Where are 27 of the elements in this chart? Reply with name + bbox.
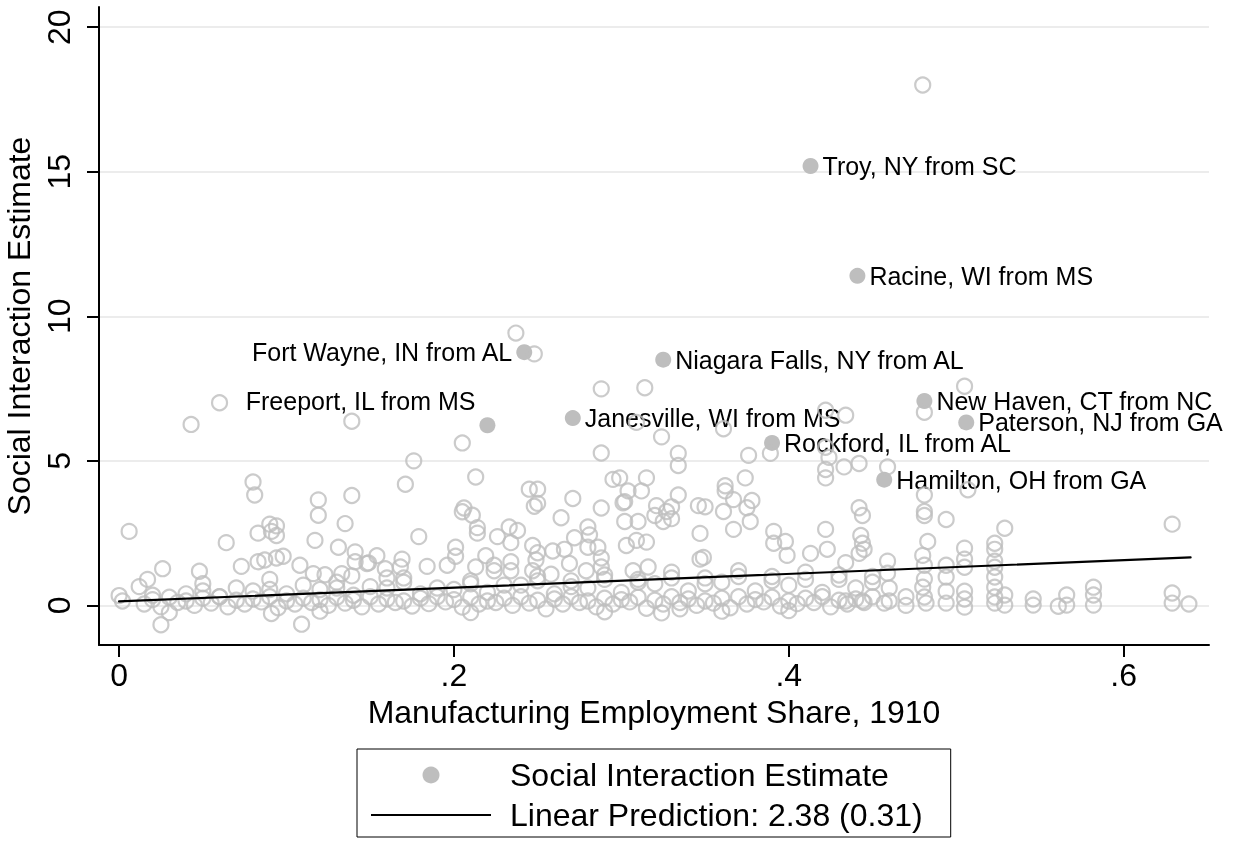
legend-label: Social Interaction Estimate <box>510 757 889 793</box>
point <box>849 267 866 284</box>
x-tick-label: .2 <box>440 657 468 693</box>
legend-label: Linear Prediction: 2.38 (0.31) <box>510 797 923 833</box>
point <box>958 414 975 431</box>
y-tick-label: 10 <box>41 298 77 335</box>
y-tick-label: 0 <box>41 596 77 615</box>
x-tick-label: .6 <box>1110 657 1137 693</box>
y-tick-label: 20 <box>41 9 77 46</box>
x-tick-label: .4 <box>775 657 803 693</box>
data-label: Niagara Falls, NY from AL <box>675 345 964 374</box>
y-tick-label: 15 <box>41 153 77 190</box>
data-label: Troy, NY from SC <box>822 151 1017 180</box>
data-label: Fort Wayne, IN from AL <box>251 338 513 367</box>
x-tick-label: 0 <box>110 657 128 693</box>
point <box>479 417 496 434</box>
data-label: Hamilton, OH from GA <box>896 465 1147 494</box>
data-label: Janesville, WI from MS <box>584 404 841 433</box>
y-tick-label: 5 <box>41 451 77 470</box>
x-axis-title: Manufacturing Employment Share, 1910 <box>367 693 941 730</box>
data-label: Freeport, IL from MS <box>245 387 476 416</box>
y-axis-title: Social Interaction Estimate <box>1 136 38 516</box>
data-label: Racine, WI from MS <box>869 261 1094 290</box>
point <box>564 410 581 427</box>
point <box>802 158 819 174</box>
point <box>655 351 672 368</box>
point <box>876 471 893 488</box>
